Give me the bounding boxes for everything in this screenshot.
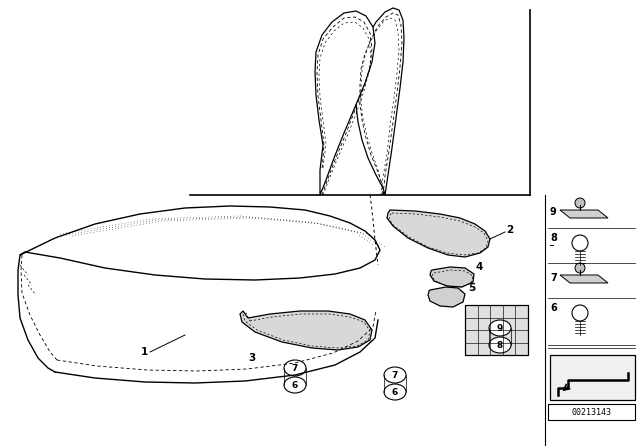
Polygon shape <box>465 305 528 355</box>
Polygon shape <box>428 287 465 307</box>
Text: 6: 6 <box>550 303 557 313</box>
Text: 3: 3 <box>248 353 255 363</box>
Text: 4: 4 <box>476 262 483 272</box>
Text: 6: 6 <box>392 388 398 396</box>
Ellipse shape <box>384 384 406 400</box>
Polygon shape <box>240 311 372 350</box>
Text: 6: 6 <box>292 380 298 389</box>
Polygon shape <box>560 210 608 218</box>
Ellipse shape <box>489 320 511 336</box>
Circle shape <box>575 263 585 273</box>
Text: 2: 2 <box>506 225 513 235</box>
Text: 5: 5 <box>468 283 476 293</box>
Circle shape <box>575 198 585 208</box>
Text: 00213143: 00213143 <box>572 408 611 417</box>
Text: 8: 8 <box>497 340 503 349</box>
Polygon shape <box>560 275 608 283</box>
Ellipse shape <box>384 367 406 383</box>
Text: 1: 1 <box>141 347 148 357</box>
Polygon shape <box>548 404 635 420</box>
Polygon shape <box>430 267 474 287</box>
Polygon shape <box>20 206 380 280</box>
Polygon shape <box>550 355 635 400</box>
Text: 8: 8 <box>550 233 557 243</box>
Text: 7: 7 <box>392 370 398 379</box>
Polygon shape <box>356 8 404 195</box>
Polygon shape <box>387 210 490 257</box>
Text: 7: 7 <box>550 273 557 283</box>
Text: 9: 9 <box>497 323 503 332</box>
Ellipse shape <box>489 337 511 353</box>
Polygon shape <box>315 11 375 195</box>
Ellipse shape <box>284 360 306 376</box>
Ellipse shape <box>284 377 306 393</box>
Text: 7: 7 <box>292 363 298 372</box>
Text: 9: 9 <box>550 207 557 217</box>
